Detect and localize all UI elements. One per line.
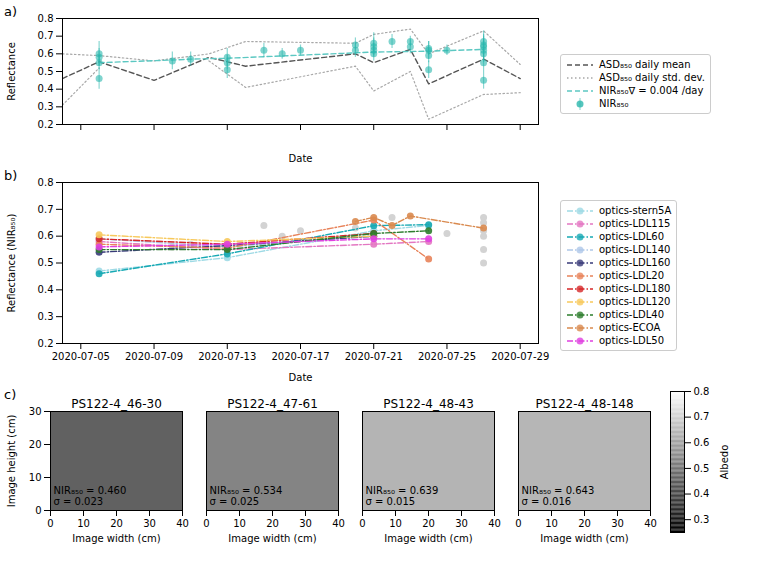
svg-text:10: 10: [29, 472, 42, 483]
html-text:c): c): [4, 387, 17, 402]
svg-text:0.6: 0.6: [38, 48, 54, 59]
svg-text:PS122-4_47-61: PS122-4_47-61: [227, 397, 318, 411]
svg-text:0.3: 0.3: [694, 514, 710, 525]
svg-text:30: 30: [611, 518, 624, 529]
html-text:ASD₈₅₀ daily std. dev.: ASD₈₅₀ daily std. dev.: [599, 72, 705, 83]
svg-text:2020-07-09: 2020-07-09: [125, 351, 183, 362]
svg-text:0.7: 0.7: [38, 30, 54, 41]
svg-text:30: 30: [299, 518, 312, 529]
svg-text:40: 40: [644, 518, 657, 529]
svg-text:0.5: 0.5: [694, 463, 710, 474]
svg-text:0.6: 0.6: [694, 437, 710, 448]
svg-text:PS122-4_48-43: PS122-4_48-43: [383, 397, 474, 411]
svg-text:0: 0: [35, 505, 41, 516]
svg-text:0.4: 0.4: [694, 488, 710, 499]
svg-text:10: 10: [233, 518, 246, 529]
svg-text:0.3: 0.3: [38, 101, 54, 112]
svg-text:40: 40: [332, 518, 345, 529]
svg-text:10: 10: [389, 518, 402, 529]
svg-text:0: 0: [515, 518, 521, 529]
html-text:optics-LDL140: optics-LDL140: [599, 244, 671, 255]
svg-text:30: 30: [455, 518, 468, 529]
svg-text:σ = 0.015: σ = 0.015: [366, 496, 416, 507]
svg-text:30: 30: [143, 518, 156, 529]
svg-text:2020-07-05: 2020-07-05: [52, 351, 110, 362]
html-text:NIR₈₅₀∇ = 0.004 /day: NIR₈₅₀∇ = 0.004 /day: [599, 85, 704, 96]
html-text:optics-LDL180: optics-LDL180: [599, 283, 671, 294]
svg-text:20: 20: [578, 518, 591, 529]
svg-text:20: 20: [29, 439, 42, 450]
html-text:optics-stern5A: optics-stern5A: [599, 205, 672, 216]
svg-text:Date: Date: [289, 372, 313, 383]
svg-text:σ = 0.023: σ = 0.023: [54, 496, 104, 507]
svg-text:0: 0: [47, 518, 53, 529]
svg-text:0: 0: [203, 518, 209, 529]
svg-text:Image height (cm): Image height (cm): [6, 415, 17, 508]
svg-text:PS122-4_46-30: PS122-4_46-30: [71, 397, 162, 411]
svg-text:0.3: 0.3: [38, 311, 54, 322]
svg-text:20: 20: [266, 518, 279, 529]
html-text:NIR₈₅₀: NIR₈₅₀: [599, 98, 629, 109]
svg-text:NIR₈₅₀ = 0.639: NIR₈₅₀ = 0.639: [366, 485, 439, 496]
svg-text:0.2: 0.2: [38, 119, 54, 130]
svg-text:Reflectance: Reflectance: [6, 42, 17, 101]
svg-text:Albedo: Albedo: [719, 445, 730, 480]
svg-text:30: 30: [29, 406, 42, 417]
svg-text:2020-07-21: 2020-07-21: [345, 351, 403, 362]
svg-text:10: 10: [545, 518, 558, 529]
svg-text:0.7: 0.7: [38, 204, 54, 215]
svg-text:PS122-4_48-148: PS122-4_48-148: [535, 397, 633, 411]
svg-text:0.8: 0.8: [38, 177, 54, 188]
html-text:optics-LDL40: optics-LDL40: [599, 309, 665, 320]
svg-text:10: 10: [77, 518, 90, 529]
svg-text:20: 20: [110, 518, 123, 529]
svg-text:20: 20: [422, 518, 435, 529]
svg-text:NIR₈₅₀ = 0.643: NIR₈₅₀ = 0.643: [522, 485, 595, 496]
svg-text:Image width (cm): Image width (cm): [384, 533, 472, 544]
svg-text:0.5: 0.5: [38, 257, 54, 268]
svg-text:2020-07-13: 2020-07-13: [198, 351, 256, 362]
html-text:optics-LDL115: optics-LDL115: [599, 218, 671, 229]
svg-text:0.8: 0.8: [694, 387, 710, 397]
svg-text:2020-07-25: 2020-07-25: [418, 351, 476, 362]
svg-text:40: 40: [488, 518, 501, 529]
svg-text:0.8: 0.8: [38, 13, 54, 24]
svg-text:Image width (cm): Image width (cm): [72, 533, 160, 544]
svg-text:0: 0: [359, 518, 365, 529]
html-text:optics-LDL160: optics-LDL160: [599, 257, 671, 268]
svg-text:2020-07-29: 2020-07-29: [491, 351, 549, 362]
svg-text:Image width (cm): Image width (cm): [540, 533, 628, 544]
html-text:optics-LDL50: optics-LDL50: [599, 335, 665, 346]
svg-text:0.6: 0.6: [38, 230, 54, 241]
svg-text:Image width (cm): Image width (cm): [228, 533, 316, 544]
svg-text:Reflectance (NIR₈₅₀): Reflectance (NIR₈₅₀): [6, 213, 17, 312]
svg-text:40: 40: [176, 518, 189, 529]
svg-text:2020-07-17: 2020-07-17: [271, 351, 329, 362]
svg-text:0.2: 0.2: [38, 338, 54, 349]
svg-text:NIR₈₅₀ = 0.460: NIR₈₅₀ = 0.460: [54, 485, 127, 496]
svg-text:NIR₈₅₀ = 0.534: NIR₈₅₀ = 0.534: [210, 485, 283, 496]
html-text:optics-LDL60: optics-LDL60: [599, 231, 665, 242]
svg-text:0.5: 0.5: [38, 66, 54, 77]
svg-text:0.7: 0.7: [694, 411, 710, 422]
svg-text:σ = 0.025: σ = 0.025: [210, 496, 260, 507]
svg-text:Date: Date: [289, 153, 313, 164]
svg-text:0.4: 0.4: [38, 83, 54, 94]
svg-text:σ = 0.016: σ = 0.016: [522, 496, 572, 507]
html-text:optics-ECOA: optics-ECOA: [599, 322, 661, 333]
html-text:ASD₈₅₀ daily mean: ASD₈₅₀ daily mean: [599, 59, 691, 70]
html-text:a): a): [4, 4, 17, 19]
html-text:optics-LDL120: optics-LDL120: [599, 296, 671, 307]
svg-text:0.4: 0.4: [38, 284, 54, 295]
html-text:b): b): [4, 168, 18, 183]
html-text:optics-LDL20: optics-LDL20: [599, 270, 665, 281]
